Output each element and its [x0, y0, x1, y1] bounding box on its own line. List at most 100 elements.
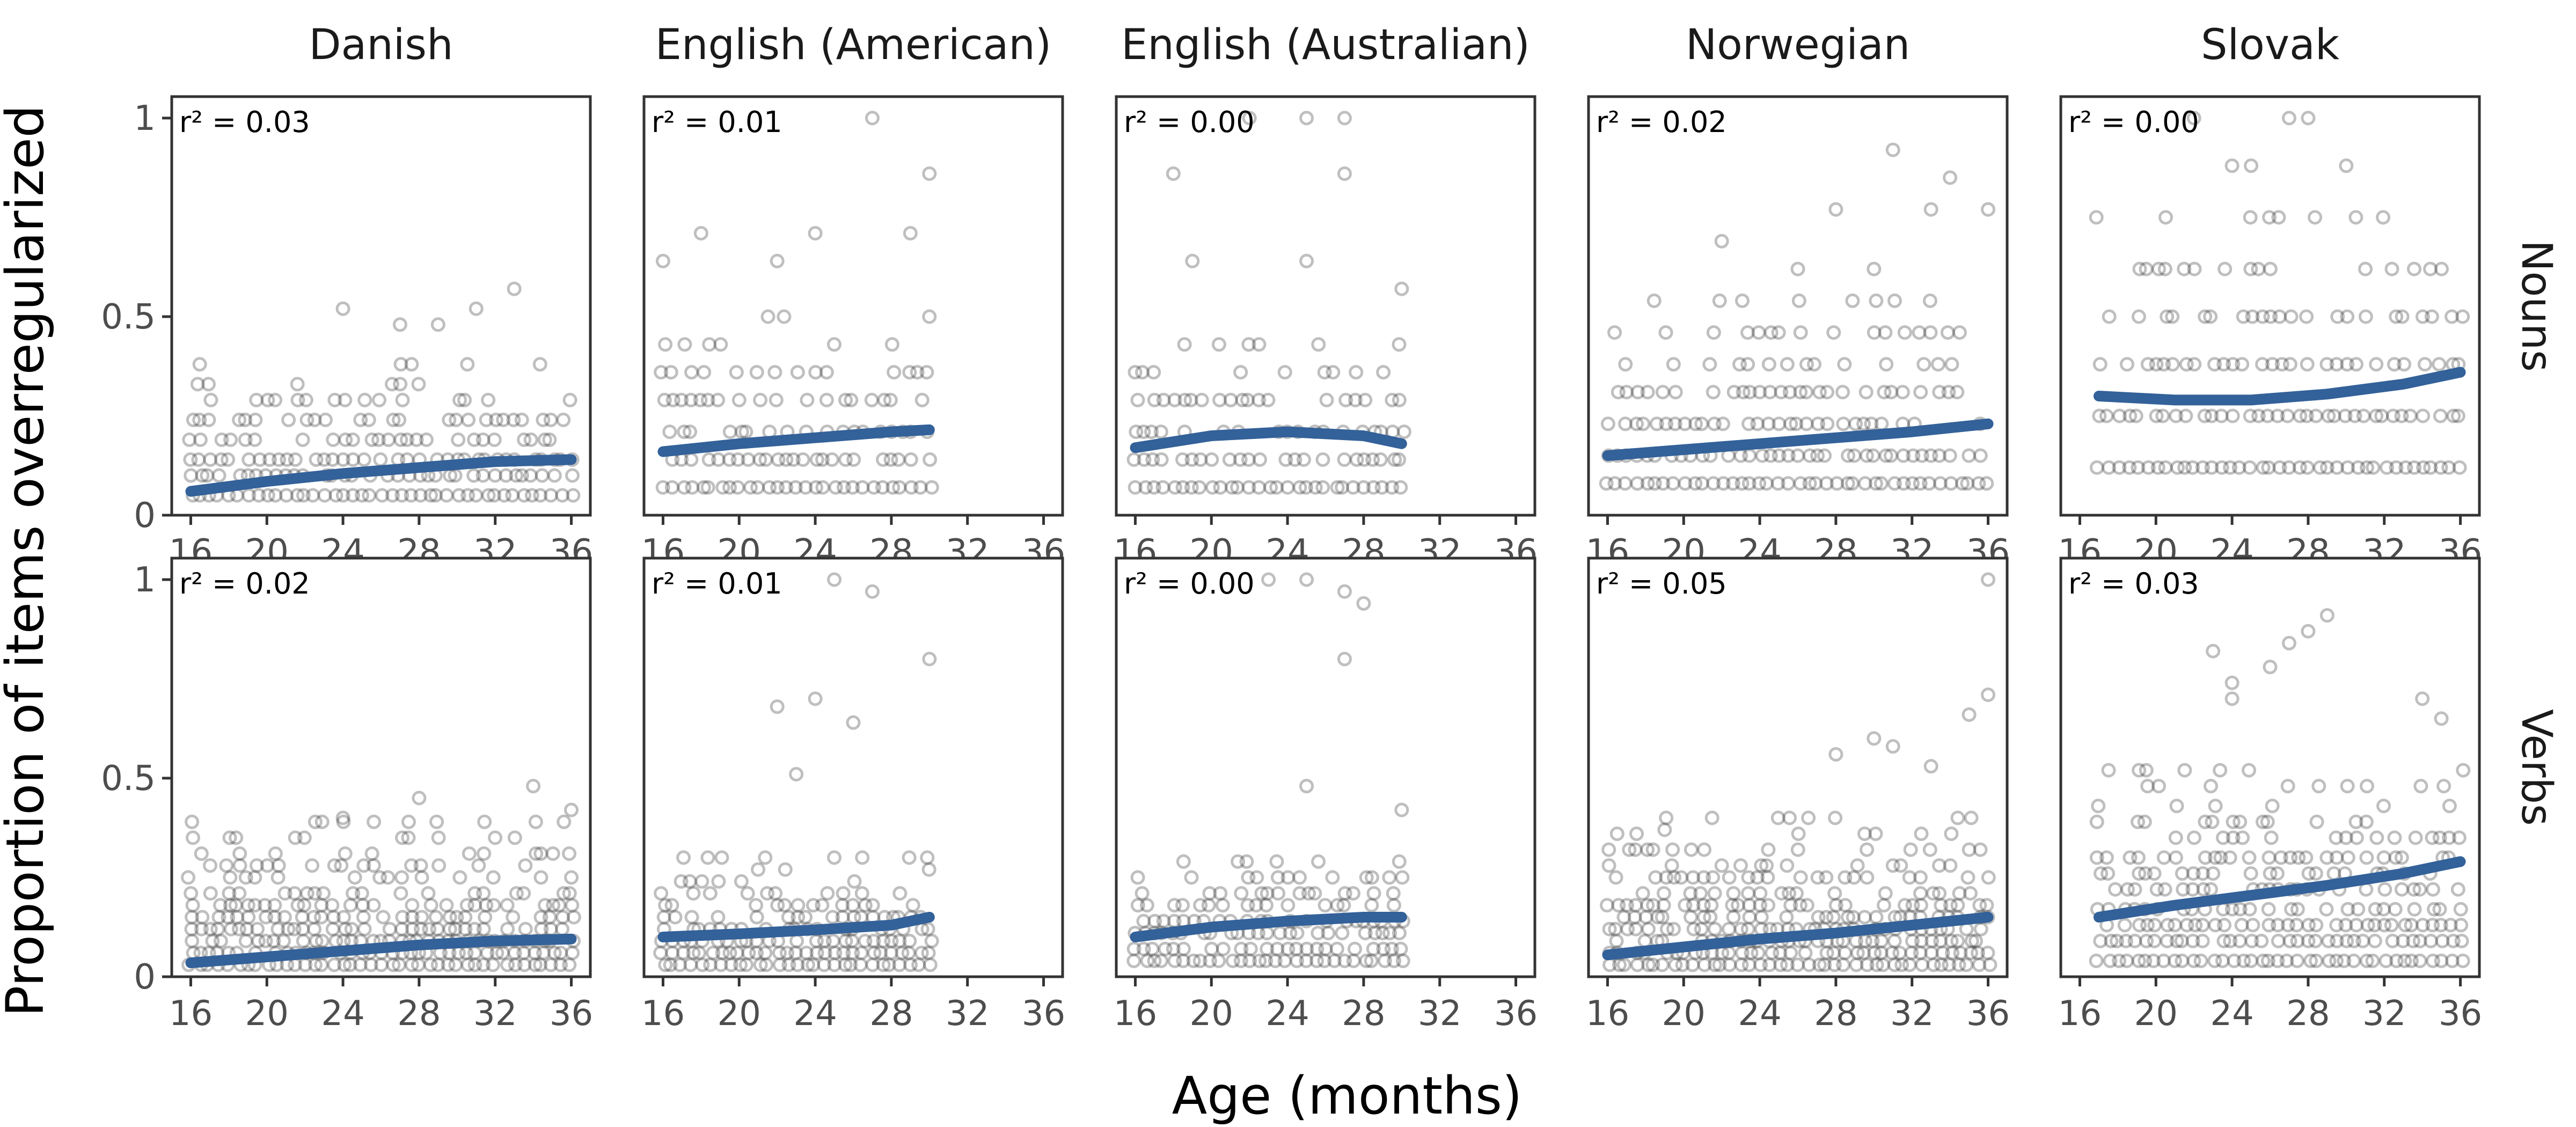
data-point — [382, 921, 397, 936]
data-point — [1136, 913, 1151, 928]
data-point — [1933, 933, 1948, 948]
data-point — [1192, 953, 1208, 968]
data-point — [883, 392, 898, 407]
data-point — [2223, 460, 2238, 475]
data-point — [1707, 416, 1722, 431]
data-point — [2262, 918, 2277, 933]
data-point — [665, 946, 680, 961]
data-point — [1175, 452, 1190, 467]
data-point — [2233, 902, 2248, 917]
data-point — [2413, 779, 2428, 794]
data-point — [1703, 910, 1718, 925]
data-point — [2132, 866, 2147, 881]
data-point — [528, 814, 543, 829]
trend-line — [185, 933, 577, 969]
data-point — [2326, 408, 2341, 423]
data-point — [1791, 293, 1806, 308]
data-point — [354, 886, 369, 901]
data-point — [2243, 261, 2258, 276]
data-point — [1770, 476, 1785, 491]
data-point — [2185, 933, 2200, 948]
data-point — [2131, 460, 2146, 475]
data-point — [305, 488, 320, 503]
data-point — [1760, 870, 1775, 885]
data-point — [1609, 826, 1624, 841]
data-point — [1732, 357, 1747, 372]
data-point — [336, 910, 351, 925]
data-point — [1706, 476, 1721, 491]
data-point — [195, 468, 210, 483]
data-point — [1175, 480, 1190, 495]
data-point — [272, 452, 287, 467]
data-point — [1733, 921, 1748, 936]
data-point — [1277, 953, 1292, 968]
data-point — [1253, 452, 1268, 467]
data-point — [405, 910, 420, 925]
data-point — [1696, 870, 1711, 885]
data-point — [2388, 850, 2403, 865]
data-point — [2102, 460, 2117, 475]
data-point — [1980, 946, 1995, 961]
data-point — [478, 910, 493, 925]
data-point — [2388, 902, 2403, 917]
data-point — [2415, 309, 2430, 324]
data-point — [1395, 870, 1410, 885]
data-point — [496, 412, 511, 427]
data-point — [1392, 337, 1407, 352]
data-point — [1337, 953, 1352, 968]
data-point — [923, 452, 938, 467]
data-point — [1869, 957, 1884, 972]
data-point — [2103, 953, 2118, 968]
data-point — [713, 337, 728, 352]
data-point — [1702, 357, 1717, 372]
data-point — [507, 946, 522, 961]
data-point — [2119, 953, 2134, 968]
data-point — [266, 933, 281, 948]
data-point — [1392, 926, 1407, 941]
data-point — [826, 850, 841, 865]
data-point — [1752, 476, 1767, 491]
data-point — [1897, 898, 1912, 913]
data-point — [901, 946, 916, 961]
data-point — [806, 898, 821, 913]
data-point — [185, 910, 200, 925]
data-point — [295, 921, 310, 936]
data-point — [2089, 814, 2104, 829]
data-point — [2198, 814, 2213, 829]
data-point — [1176, 953, 1191, 968]
data-point — [2412, 953, 2427, 968]
data-point — [1865, 933, 1880, 948]
data-point — [2131, 953, 2146, 968]
data-point — [393, 886, 408, 901]
data-point — [1697, 842, 1712, 857]
data-point — [2099, 850, 2114, 865]
data-point — [268, 846, 283, 861]
data-point — [1241, 480, 1256, 495]
x-tick-label: 24 — [793, 994, 837, 1034]
data-point — [1753, 957, 1768, 972]
data-point — [2348, 210, 2363, 225]
data-point — [552, 898, 567, 913]
data-point — [411, 957, 426, 972]
data-point — [335, 452, 350, 467]
data-point — [2203, 309, 2218, 324]
data-point — [779, 480, 794, 495]
data-point — [2263, 261, 2278, 276]
data-point — [2131, 850, 2146, 865]
data-point — [486, 957, 501, 972]
data-point — [1309, 953, 1324, 968]
data-point — [1386, 898, 1401, 913]
data-point — [1338, 392, 1353, 407]
data-point — [1876, 957, 1891, 972]
data-point — [317, 488, 332, 503]
data-point — [1635, 886, 1650, 901]
data-point — [1620, 921, 1635, 936]
trend-line — [1130, 426, 1407, 453]
data-point — [2215, 830, 2230, 845]
data-point — [1960, 476, 1975, 491]
data-point — [1600, 416, 1615, 431]
data-point — [854, 886, 869, 901]
data-point — [1772, 416, 1787, 431]
